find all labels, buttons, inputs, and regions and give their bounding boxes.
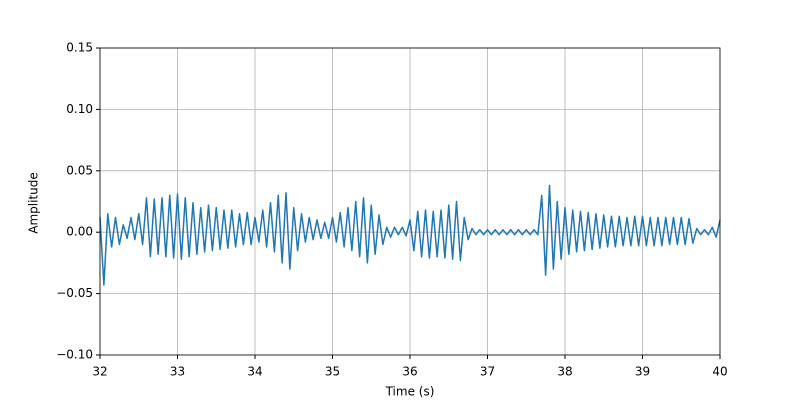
x-tick-label: 38	[557, 365, 572, 379]
x-tick-label: 32	[92, 365, 107, 379]
y-tick-label: 0.10	[66, 102, 93, 116]
y-tick-label: −0.10	[56, 348, 93, 362]
y-tick-label: 0.15	[66, 41, 93, 55]
x-tick-label: 37	[480, 365, 495, 379]
y-tick-label: 0.00	[66, 225, 93, 239]
x-tick-label: 40	[712, 365, 727, 379]
x-tick-label: 35	[325, 365, 340, 379]
waveform-line	[99, 184, 721, 286]
y-axis-label: Amplitude	[27, 172, 41, 234]
y-tick-label: 0.05	[66, 163, 93, 177]
x-tick-label: 36	[402, 365, 417, 379]
x-tick-label: 39	[635, 365, 650, 379]
y-tick-label: −0.05	[56, 286, 93, 300]
x-axis-label: Time (s)	[385, 385, 435, 399]
x-tick-label: 34	[247, 365, 262, 379]
x-tick-label: 33	[170, 365, 185, 379]
plot-frame	[99, 47, 721, 356]
